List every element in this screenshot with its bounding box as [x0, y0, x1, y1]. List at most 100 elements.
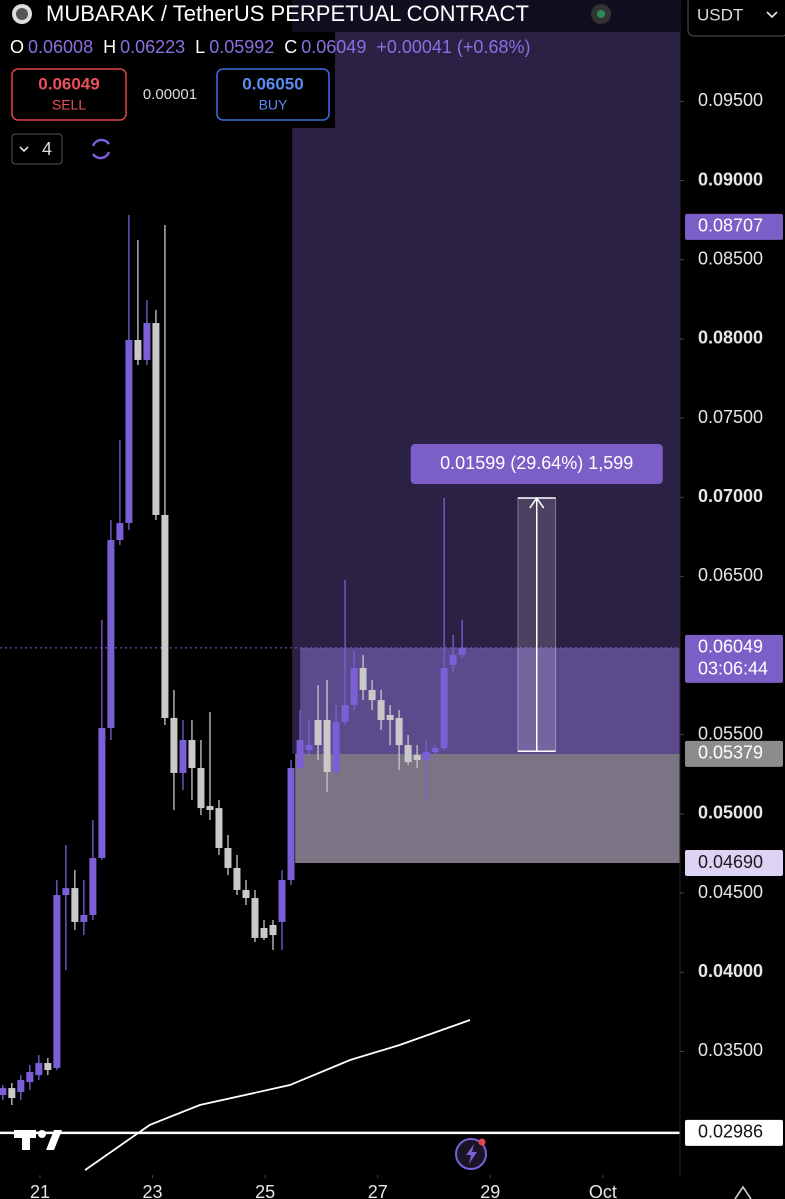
candle-body: [314, 720, 322, 746]
candle-body: [80, 914, 88, 922]
header-bar: [0, 0, 680, 32]
candle-body: [377, 700, 385, 721]
candle-body: [413, 755, 421, 760]
moving-average: [84, 1019, 471, 1171]
status-dot[interactable]: [597, 10, 605, 18]
price-label: 0.04690: [698, 852, 763, 872]
quote-label: USDT: [697, 5, 743, 24]
candle-body: [71, 888, 79, 922]
ohlc-change: +0.00041 (+0.68%): [376, 37, 530, 57]
sell-label: SELL: [52, 97, 86, 113]
price-label: 0.08707: [698, 216, 763, 236]
candle-body: [152, 323, 160, 515]
candle-body: [422, 752, 430, 760]
buy-label: BUY: [259, 97, 288, 113]
tv-logo: [14, 1130, 62, 1150]
logo-part: [22, 1130, 30, 1150]
candle-body: [0, 1088, 7, 1096]
x-tick-label: 25: [255, 1182, 275, 1199]
candle-body: [386, 714, 394, 721]
candle-body: [332, 721, 340, 772]
lightning-button[interactable]: [455, 1138, 487, 1170]
candle-body: [197, 768, 205, 809]
y-tick-label: 0.07500: [698, 407, 763, 427]
x-tick-label: 23: [143, 1182, 163, 1199]
quote-dropdown[interactable]: [687, 0, 785, 37]
notification-dot: [478, 1138, 486, 1146]
coin-icon-inner: [16, 8, 28, 20]
y-tick-label: 0.05000: [698, 803, 763, 823]
candle-body: [440, 667, 448, 749]
interval-dropdown[interactable]: [11, 133, 63, 165]
candle-body: [125, 339, 133, 524]
chevron: [766, 11, 778, 19]
buy-button[interactable]: [216, 68, 330, 121]
ohlc-value: 0.06008: [28, 37, 93, 57]
candle-body: [62, 888, 70, 896]
settings-icon[interactable]: [734, 1185, 752, 1199]
candle-body: [143, 323, 151, 360]
interval-label: 4: [42, 139, 52, 159]
candle-body: [323, 720, 331, 772]
candle-body: [224, 847, 232, 868]
candle-body: [44, 1063, 52, 1071]
lightning-bolt: [466, 1144, 477, 1164]
candle-body: [242, 889, 250, 899]
candle-body: [206, 806, 214, 810]
price-label-bg: [685, 1119, 783, 1146]
candle-body: [233, 867, 241, 890]
ohlc-value: 0.06049: [301, 37, 366, 57]
ohlc-key: O: [10, 37, 24, 57]
candle-body: [368, 689, 376, 701]
chevron: [19, 146, 29, 153]
candle-body: [53, 895, 61, 1068]
candle-body: [134, 339, 142, 360]
candle-body: [395, 717, 403, 746]
candle-body: [89, 857, 97, 915]
y-tick-label: 0.09500: [698, 90, 763, 110]
candle-body: [404, 745, 412, 763]
sell-button[interactable]: [11, 68, 127, 121]
candle-body: [305, 745, 313, 750]
x-tick-label: 21: [30, 1182, 50, 1199]
zones: [292, 0, 680, 864]
price-axis: 0.03500 0.04000 0.04500 0.05000 0.05500 0.065…: [30, 90, 783, 1199]
candle-body: [260, 927, 268, 938]
x-tick-label: 27: [368, 1182, 388, 1199]
price-label-bg: [685, 213, 783, 240]
candle-body: [188, 739, 196, 769]
candle-body: [341, 705, 349, 722]
candle-body: [161, 514, 169, 718]
price-label: 0.02986: [698, 1122, 763, 1142]
measure-label-bg: [410, 444, 663, 485]
candle-body: [350, 667, 358, 705]
refresh-icon[interactable]: [91, 138, 111, 160]
buy-price: 0.06050: [242, 74, 303, 93]
stop-zone: [295, 753, 680, 864]
price-label-bg: [685, 850, 783, 877]
candle-body: [287, 768, 295, 880]
refresh-arc: [91, 138, 111, 147]
logo-part: [46, 1130, 62, 1150]
price-label-bg: [685, 740, 783, 767]
y-tick-label: 0.04000: [698, 961, 763, 981]
price-countdown: 03:06:44: [698, 659, 768, 679]
plot: 0.01599 (29.64%) 1,599: [0, 215, 680, 1171]
candle-body: [449, 654, 457, 665]
ohlc-key: L: [195, 37, 205, 57]
candle-body: [26, 1072, 34, 1083]
ohlc-value: 0.06223: [120, 37, 185, 57]
candle-body: [251, 898, 259, 938]
candle-body: [17, 1079, 25, 1093]
y-tick-label: 0.08500: [698, 248, 763, 268]
profit-zone: [292, 0, 680, 754]
refresh-arc: [91, 151, 111, 160]
candle-body: [35, 1063, 43, 1076]
y-tick-label: 0.03500: [698, 1040, 763, 1060]
x-tick-label: Oct: [589, 1182, 617, 1199]
candle-body: [431, 748, 439, 753]
candle-body: [458, 647, 466, 655]
spread: 0.00001: [143, 86, 197, 103]
